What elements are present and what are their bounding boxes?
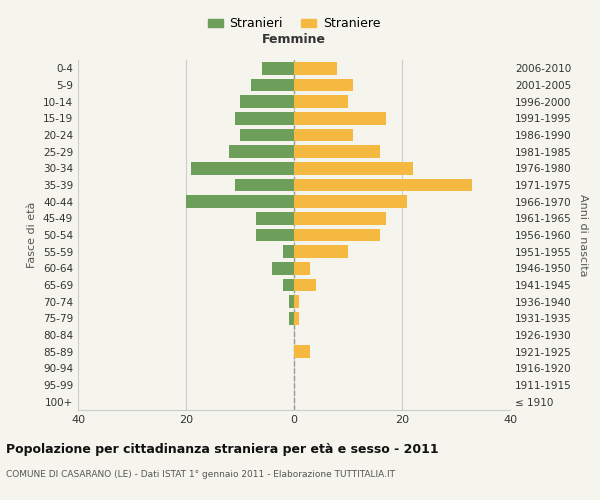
Bar — [229, 146, 294, 158]
Legend: Stranieri, Straniere: Stranieri, Straniere — [208, 18, 380, 30]
Bar — [283, 246, 294, 258]
Bar — [256, 229, 294, 241]
Bar — [294, 246, 348, 258]
Bar — [294, 212, 386, 224]
Bar — [294, 262, 310, 274]
Bar — [294, 96, 348, 108]
Bar — [240, 129, 294, 141]
Bar — [283, 279, 294, 291]
Bar — [294, 279, 316, 291]
Text: COMUNE DI CASARANO (LE) - Dati ISTAT 1° gennaio 2011 - Elaborazione TUTTITALIA.I: COMUNE DI CASARANO (LE) - Dati ISTAT 1° … — [6, 470, 395, 479]
Bar — [289, 312, 294, 324]
Y-axis label: Fasce di età: Fasce di età — [28, 202, 37, 268]
Bar — [294, 312, 299, 324]
Bar — [235, 112, 294, 124]
Bar — [262, 62, 294, 74]
Bar — [294, 162, 413, 174]
Y-axis label: Anni di nascita: Anni di nascita — [578, 194, 588, 276]
Bar — [191, 162, 294, 174]
Text: Femmine: Femmine — [262, 33, 326, 46]
Bar — [251, 79, 294, 92]
Bar — [294, 129, 353, 141]
Bar — [186, 196, 294, 208]
Bar — [294, 146, 380, 158]
Bar — [289, 296, 294, 308]
Bar — [294, 296, 299, 308]
Bar — [294, 346, 310, 358]
Text: Popolazione per cittadinanza straniera per età e sesso - 2011: Popolazione per cittadinanza straniera p… — [6, 442, 439, 456]
Bar — [294, 229, 380, 241]
Bar — [294, 79, 353, 92]
Bar — [235, 179, 294, 192]
Bar — [294, 112, 386, 124]
Bar — [294, 196, 407, 208]
Bar — [240, 96, 294, 108]
Bar — [294, 62, 337, 74]
Bar — [294, 179, 472, 192]
Bar — [272, 262, 294, 274]
Bar — [256, 212, 294, 224]
